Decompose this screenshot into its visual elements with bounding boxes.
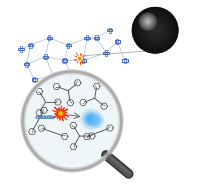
Circle shape [145,20,166,41]
Circle shape [143,18,167,42]
Bar [24,63,29,65]
Circle shape [89,113,104,128]
Bar [18,48,24,50]
Circle shape [88,116,93,122]
Bar [52,73,54,78]
Circle shape [144,19,166,42]
Circle shape [147,21,149,23]
Circle shape [146,19,150,24]
Circle shape [60,112,61,114]
Circle shape [145,18,151,25]
Circle shape [93,118,100,124]
Bar [94,37,99,39]
Circle shape [140,15,170,45]
Circle shape [150,25,160,36]
Circle shape [142,17,169,44]
Circle shape [148,23,162,37]
Bar [33,77,35,82]
Bar [81,59,86,62]
Circle shape [139,13,156,30]
Bar [107,29,112,31]
Circle shape [81,109,101,129]
Circle shape [86,114,96,124]
Circle shape [78,57,81,60]
Bar [69,74,75,77]
Bar [43,56,48,58]
Circle shape [137,12,173,48]
Circle shape [141,16,170,45]
Circle shape [91,115,102,126]
Circle shape [77,56,82,61]
Bar [25,62,28,67]
Circle shape [153,28,157,33]
Circle shape [135,11,175,50]
Bar [86,35,88,40]
Circle shape [58,111,63,116]
Circle shape [147,22,163,39]
Bar [95,35,98,40]
Circle shape [148,23,163,38]
Bar [124,58,126,63]
Circle shape [145,20,165,40]
Circle shape [152,27,158,33]
Circle shape [138,13,173,48]
Circle shape [149,24,161,36]
Bar [32,78,37,81]
Circle shape [56,109,65,118]
Circle shape [151,26,159,34]
Bar [44,54,47,59]
Circle shape [84,112,98,126]
Circle shape [154,29,156,31]
Circle shape [151,26,160,35]
Bar [109,28,111,33]
Circle shape [23,72,121,170]
Circle shape [138,14,172,47]
Bar [103,52,109,54]
Bar [28,44,33,46]
Bar [66,44,71,46]
Circle shape [142,16,153,27]
Bar [122,59,128,62]
Bar [67,43,69,48]
Bar [62,59,67,62]
Bar [20,46,22,52]
Bar [48,35,50,40]
Bar [71,73,73,78]
Circle shape [144,17,152,26]
Circle shape [142,17,168,43]
Bar [82,58,84,63]
Bar [105,50,107,56]
Circle shape [132,8,178,53]
Bar [29,43,32,48]
Bar [115,40,120,43]
Circle shape [135,10,176,51]
Circle shape [141,15,154,28]
Circle shape [134,9,176,51]
Circle shape [140,14,155,29]
Circle shape [136,11,174,49]
Bar [84,37,90,39]
Circle shape [139,14,171,46]
Circle shape [146,21,164,39]
Bar [63,58,66,63]
Bar [50,74,56,77]
Circle shape [154,29,157,32]
Circle shape [133,8,177,52]
Bar [116,39,119,44]
Bar [47,37,52,39]
